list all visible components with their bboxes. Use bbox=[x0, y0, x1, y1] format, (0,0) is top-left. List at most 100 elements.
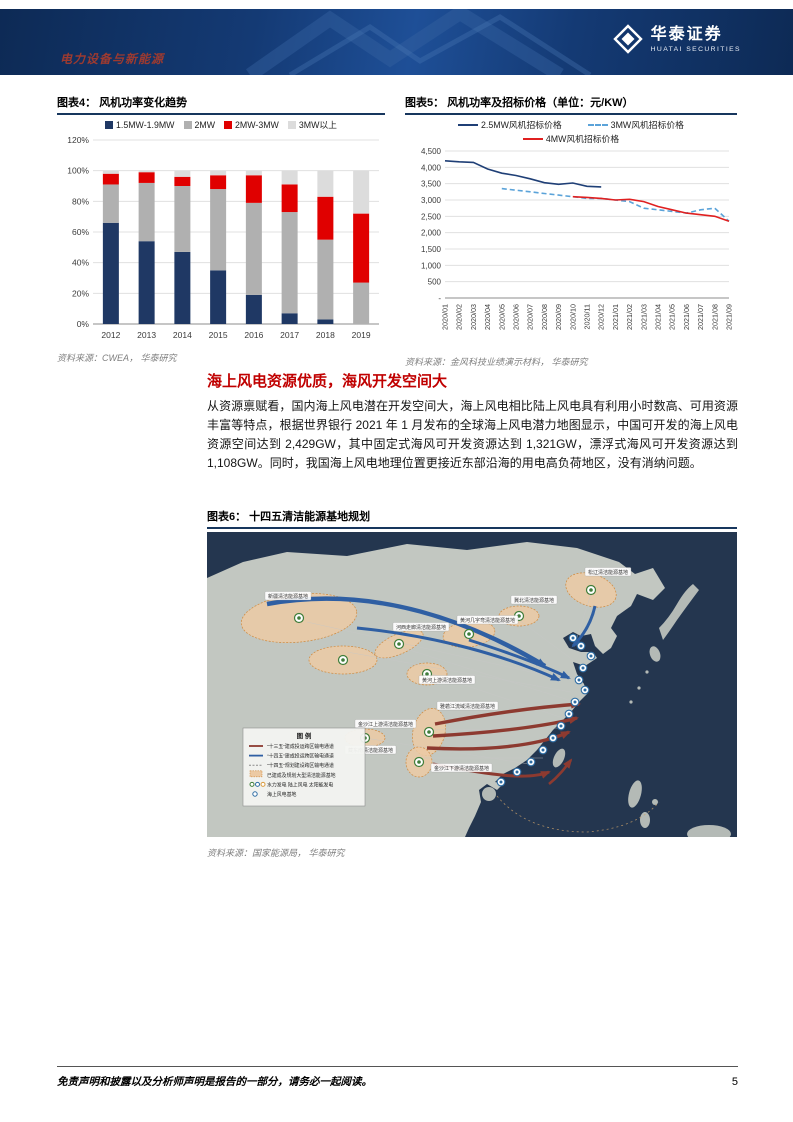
x-tick-label: 2020/10 bbox=[568, 304, 577, 330]
bar-segment bbox=[102, 173, 119, 185]
offshore-wind-marker-icon bbox=[580, 685, 590, 695]
legend-item: 2MW-3MW bbox=[224, 120, 279, 130]
y-tick-label: 2,000 bbox=[421, 229, 442, 238]
y-tick-label: 1,000 bbox=[421, 261, 442, 270]
x-tick-label: 2021/03 bbox=[639, 304, 648, 330]
bar-segment bbox=[245, 202, 262, 295]
legend-marker-icon bbox=[522, 137, 543, 140]
bar-segment bbox=[353, 213, 370, 283]
figure-5-legend: 2.5MW风机招标价格 3MW风机招标价格 4MW风机招标价格 bbox=[405, 118, 737, 145]
svg-text:新疆清洁能源基地: 新疆清洁能源基地 bbox=[268, 593, 308, 600]
y-tick-label: 40% bbox=[72, 258, 89, 268]
offshore-wind-marker-icon bbox=[526, 757, 536, 767]
offshore-wind-marker-icon bbox=[538, 745, 548, 755]
brand-subtitle: HUATAI SECURITIES bbox=[650, 45, 741, 53]
bar-segment bbox=[210, 170, 227, 176]
figure-5: 图表5： 风机功率及招标价格（单位：元/KW） 2.5MW风机招标价格 3MW风机… bbox=[405, 94, 737, 368]
offshore-wind-marker-icon bbox=[512, 767, 522, 777]
y-tick-label: 4,000 bbox=[421, 163, 442, 172]
energy-base-marker-icon bbox=[413, 756, 425, 768]
legend-marker-icon bbox=[458, 123, 479, 126]
map-legend-label: “十四五”建成投运跨区输电通道 bbox=[267, 753, 334, 760]
bar-segment bbox=[174, 251, 191, 324]
y-tick-label: 60% bbox=[72, 227, 89, 237]
header-banner: 电力设备与新能源 华泰证券 HUATAI SECURITIES bbox=[0, 9, 793, 75]
map-base-label: 黄河上游清洁能源基地 bbox=[418, 675, 476, 685]
legend-item: 2MW bbox=[183, 119, 216, 130]
map-legend: 图 例 “十三五”建成投运跨区输电通道 “十四五”建成投运跨区输电通道 “十四五”规划… bbox=[242, 727, 366, 807]
bar-segment bbox=[281, 212, 298, 314]
map-base-label: 金沙江上游清洁能源基地 bbox=[354, 719, 417, 729]
offshore-wind-marker-icon bbox=[570, 697, 580, 707]
offshore-wind-marker-icon bbox=[568, 633, 578, 643]
legend-item: 3MW以上 bbox=[287, 118, 337, 131]
bar-segment bbox=[138, 182, 155, 242]
map-legend-title: 图 例 bbox=[297, 731, 312, 740]
offshore-wind-marker-icon bbox=[576, 641, 586, 651]
legend-label: 2MW bbox=[194, 119, 216, 130]
y-tick-label: 3,500 bbox=[421, 180, 442, 189]
y-tick-label: 1,500 bbox=[421, 245, 442, 254]
nine-dash-line bbox=[496, 795, 660, 833]
y-tick-label: 0% bbox=[77, 319, 90, 329]
legend-marker-icon bbox=[105, 120, 113, 129]
x-tick-label: 2016 bbox=[244, 330, 263, 340]
x-tick-label: 2021/01 bbox=[611, 304, 620, 330]
x-tick-label: 2020/06 bbox=[512, 304, 521, 330]
body-paragraph: 从资源禀赋看，国内海上风电潜在开发空间大，海上风电相比陆上风电具有利用小时数高、… bbox=[207, 399, 738, 470]
bar-segment bbox=[281, 313, 298, 324]
bar-segment bbox=[138, 170, 155, 173]
bar-segment bbox=[174, 186, 191, 252]
bar-segment bbox=[281, 170, 298, 185]
legend-item: 3MW风机招标价格 bbox=[587, 118, 684, 131]
series-line bbox=[572, 195, 730, 222]
svg-text:黄河上游清洁能源基地: 黄河上游清洁能源基地 bbox=[422, 677, 472, 684]
bar-segment bbox=[174, 170, 191, 177]
figure-4: 图表4： 风机功率变化趋势 1.5MW-1.9MW 2MW 2MW-3MW 3MW以上… bbox=[57, 94, 385, 364]
x-tick-label: 2020/04 bbox=[483, 304, 492, 330]
x-tick-label: 2012 bbox=[101, 330, 120, 340]
legend-label: 3MW以上 bbox=[298, 120, 337, 130]
svg-text:雅砻江流域清洁能源基地: 雅砻江流域清洁能源基地 bbox=[440, 703, 495, 710]
x-tick-label: 2021/08 bbox=[710, 304, 719, 330]
map-base-label: 冀北清洁能源基地 bbox=[510, 595, 558, 605]
x-tick-label: 2021/09 bbox=[725, 304, 734, 330]
bar-segment bbox=[245, 170, 262, 176]
x-tick-label: 2020/01 bbox=[441, 304, 450, 330]
map-base-label: 松辽清洁能源基地 bbox=[584, 567, 632, 577]
y-tick-label: 20% bbox=[72, 288, 89, 298]
legend-marker-icon bbox=[224, 120, 233, 129]
x-tick-label: 2020/07 bbox=[526, 304, 535, 330]
bar-segment bbox=[353, 282, 370, 324]
hainan bbox=[482, 787, 496, 801]
y-tick-label: 4,500 bbox=[421, 147, 442, 156]
offshore-wind-marker-icon bbox=[574, 675, 584, 685]
y-tick-label: 2,500 bbox=[421, 212, 442, 221]
legend-label: 3MW风机招标价格 bbox=[610, 120, 684, 130]
offshore-wind-marker-icon bbox=[578, 663, 588, 673]
bar-segment bbox=[138, 241, 155, 324]
map-base-label: 金沙江下游清洁能源基地 bbox=[430, 763, 493, 773]
bar-segment bbox=[210, 175, 227, 190]
x-tick-label: 2015 bbox=[209, 330, 228, 340]
legend-label: 4MW风机招标价格 bbox=[545, 134, 620, 144]
bar-segment bbox=[245, 175, 262, 203]
y-tick-label: 3,000 bbox=[421, 196, 442, 205]
taiwan bbox=[552, 748, 566, 768]
bar-chart: 0% 20% 40% 60% 80% 100% 120% 2012 2013 2014 2015 20… bbox=[67, 135, 379, 340]
bar-segment bbox=[353, 170, 370, 214]
series-line bbox=[444, 160, 602, 188]
bar-segment bbox=[138, 172, 155, 183]
huatai-logo: 华泰证券 HUATAI SECURITIES bbox=[612, 24, 741, 54]
bar-segment bbox=[210, 270, 227, 324]
power-transmission-arrows-red bbox=[426, 700, 581, 786]
map-base-label: 新疆清洁能源基地 bbox=[264, 591, 312, 601]
brand-name: 华泰证券 bbox=[650, 25, 723, 43]
energy-base-marker-icon bbox=[463, 628, 475, 640]
japan bbox=[659, 584, 699, 640]
figure-4-source: 资料来源：CWEA， 华泰研究 bbox=[57, 353, 177, 363]
x-tick-label: 2020/05 bbox=[497, 304, 506, 330]
energy-base-marker-icon bbox=[337, 654, 349, 666]
